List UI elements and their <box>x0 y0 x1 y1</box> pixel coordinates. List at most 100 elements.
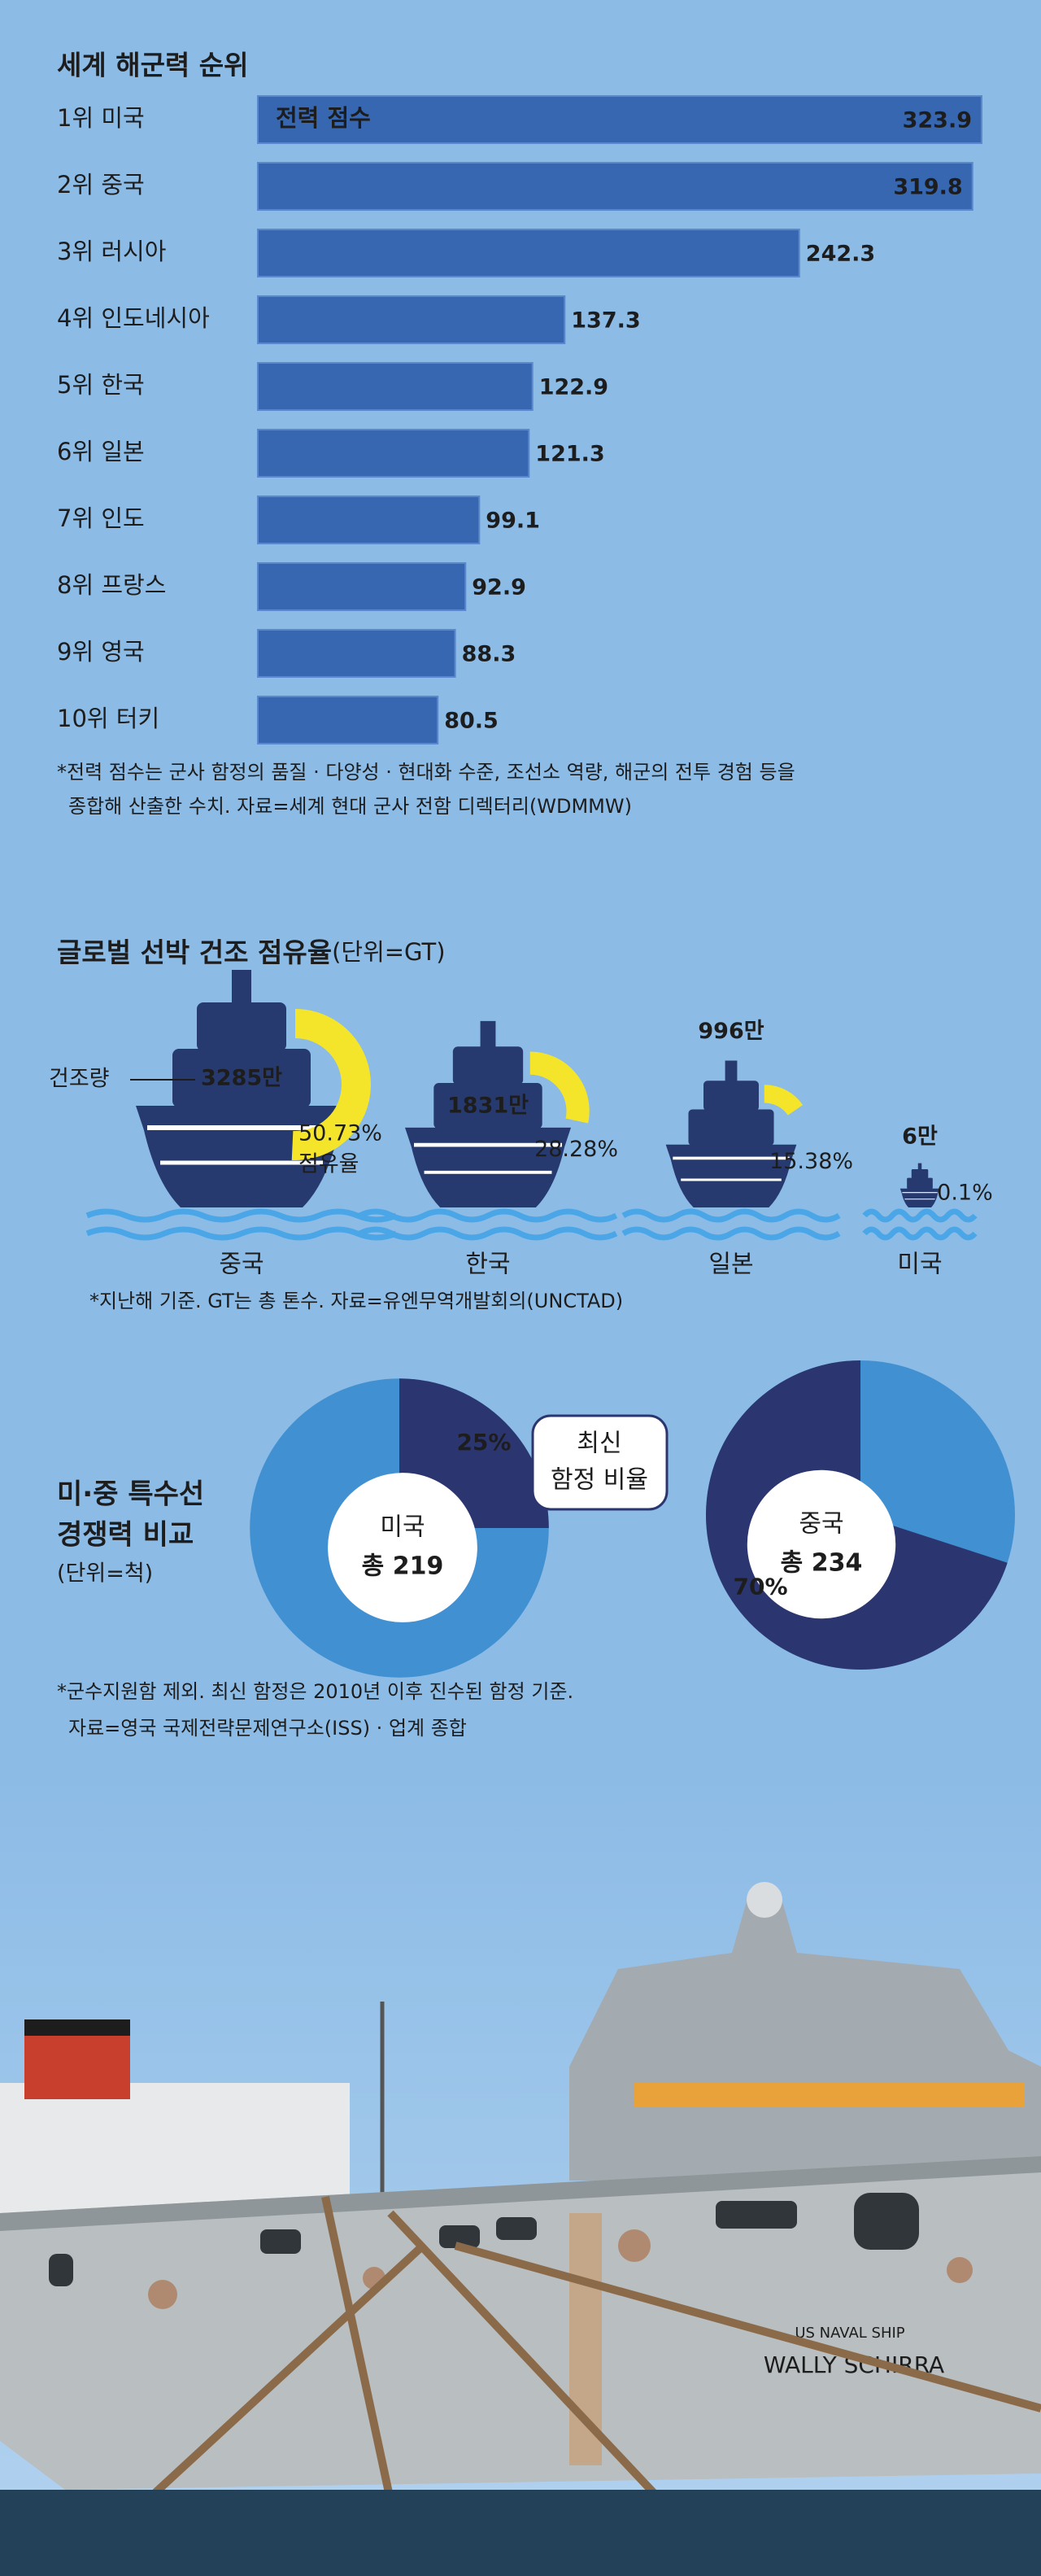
wave <box>621 1208 841 1223</box>
series-label: 전력 점수 <box>276 104 371 132</box>
value-label: 70% <box>734 1573 788 1600</box>
wave <box>621 1226 841 1241</box>
mast <box>232 970 251 1004</box>
ship <box>405 1020 571 1207</box>
category-label: 미국 <box>897 1251 942 1279</box>
callout-text: 함정 비율 <box>551 1466 648 1495</box>
value-label: 319.8 <box>893 175 962 200</box>
subtitle: (단위=척) <box>57 1561 153 1587</box>
series-name: 미국 <box>380 1513 425 1542</box>
portholes <box>49 2193 919 2286</box>
bar <box>257 429 530 478</box>
series-name: 점유율 <box>298 1152 359 1177</box>
chart-title: 글로벌 선박 건조 점유율(단위=GT) <box>57 937 446 968</box>
category-label: 한국 <box>465 1251 510 1279</box>
ship-hull <box>405 1127 571 1207</box>
volume-label: 3285만 <box>201 1066 282 1091</box>
hull-edge <box>0 2156 1041 2231</box>
rust-spot <box>947 2257 973 2283</box>
ship <box>899 1163 940 1207</box>
note: *지난해 기준. GT는 총 톤수. 자료=유엔무역개발회의(UNCTAD) <box>89 1290 623 1312</box>
category-label: 10위 터키 <box>57 705 159 732</box>
value-label: 99.1 <box>486 509 540 534</box>
wave <box>358 1208 618 1223</box>
wave <box>85 1208 398 1223</box>
deck-rail <box>634 2083 1025 2107</box>
mast <box>917 1163 922 1170</box>
superstructure <box>172 1049 311 1107</box>
rust-spot <box>148 2280 177 2309</box>
share-label: 15.38% <box>769 1149 853 1174</box>
value-label: 25% <box>456 1429 511 1456</box>
share-label: 28.28% <box>534 1137 618 1162</box>
hull-text: US NAVAL SHIP <box>795 2325 904 2342</box>
bar <box>257 295 566 344</box>
category-label: 7위 인도 <box>57 504 145 532</box>
ship-hull <box>665 1144 797 1207</box>
value-label: 80.5 <box>444 709 499 734</box>
total-label: 총 219 <box>362 1552 444 1581</box>
wave <box>862 1208 978 1223</box>
share-arc <box>291 1009 371 1160</box>
callout-box <box>531 1414 669 1511</box>
share-arc <box>529 1051 590 1124</box>
wave <box>85 1226 398 1241</box>
category-label: 3위 러시아 <box>57 238 166 265</box>
bar <box>257 95 982 144</box>
category-label: 4위 인도네시아 <box>57 304 210 332</box>
share-arc <box>764 1085 804 1116</box>
volume-label: 6만 <box>902 1124 938 1150</box>
porthole <box>439 2225 480 2248</box>
note: 종합해 산출한 수치. 자료=세계 현대 군사 전함 디렉터리(WDMMW) <box>68 795 632 818</box>
category-label: 2위 중국 <box>57 171 145 199</box>
category-label: 9위 영국 <box>57 638 145 666</box>
porthole <box>260 2229 301 2254</box>
chart-title: 경쟁력 비교 <box>57 1519 194 1552</box>
bar <box>257 496 481 544</box>
note: *군수지원함 제외. 최신 함정은 2010년 이후 진수된 함정 기준. <box>57 1680 573 1703</box>
radome <box>747 1882 782 1918</box>
bridge <box>911 1169 929 1179</box>
porthole <box>49 2254 73 2286</box>
bar <box>257 629 456 678</box>
superstructure <box>907 1177 933 1190</box>
photo: US NAVAL SHIP WALLY SCHIRRA <box>0 1774 1041 2576</box>
chart-title: 미·중 특수선 <box>57 1478 204 1511</box>
ship-hull <box>899 1188 940 1207</box>
value-label: 122.9 <box>539 375 608 400</box>
callout-text: 최신 <box>577 1430 621 1458</box>
ship <box>665 1060 797 1207</box>
total-label: 총 234 <box>781 1549 863 1578</box>
category-label: 6위 일본 <box>57 438 145 465</box>
category-label: 중국 <box>219 1251 264 1279</box>
subtitle: (단위=GT) <box>332 938 445 966</box>
share-label: 50.73% <box>298 1121 382 1146</box>
bar <box>257 229 800 277</box>
water <box>0 2490 1041 2576</box>
rust-spot <box>618 2229 651 2262</box>
superstructure <box>433 1083 542 1129</box>
value-label: 92.9 <box>472 575 526 600</box>
note: 자료=영국 국제전략문제연구소(ISS) · 업계 종합 <box>68 1717 467 1740</box>
share-label: 0.1% <box>937 1181 993 1206</box>
bridge <box>197 1002 286 1051</box>
title: 글로벌 선박 건조 점유율 <box>57 937 332 968</box>
value-label: 323.9 <box>903 108 972 133</box>
bridge <box>452 1046 524 1085</box>
superstructure <box>569 1896 1041 2181</box>
value-label: 88.3 <box>462 642 516 667</box>
porthole <box>496 2217 537 2240</box>
donut-center <box>747 1469 896 1619</box>
wave <box>358 1226 618 1241</box>
chart-title: 세계 해군력 순위 <box>57 50 249 81</box>
bridge <box>703 1081 759 1111</box>
bar <box>257 162 973 211</box>
wave <box>862 1226 978 1241</box>
value-label: 242.3 <box>806 242 875 267</box>
note: *전력 점수는 군사 함정의 품질 · 다양성 · 현대화 수준, 조선소 역량… <box>57 761 795 784</box>
bar <box>257 562 467 611</box>
funnel-top <box>24 2019 130 2036</box>
series-name: 중국 <box>799 1510 843 1539</box>
